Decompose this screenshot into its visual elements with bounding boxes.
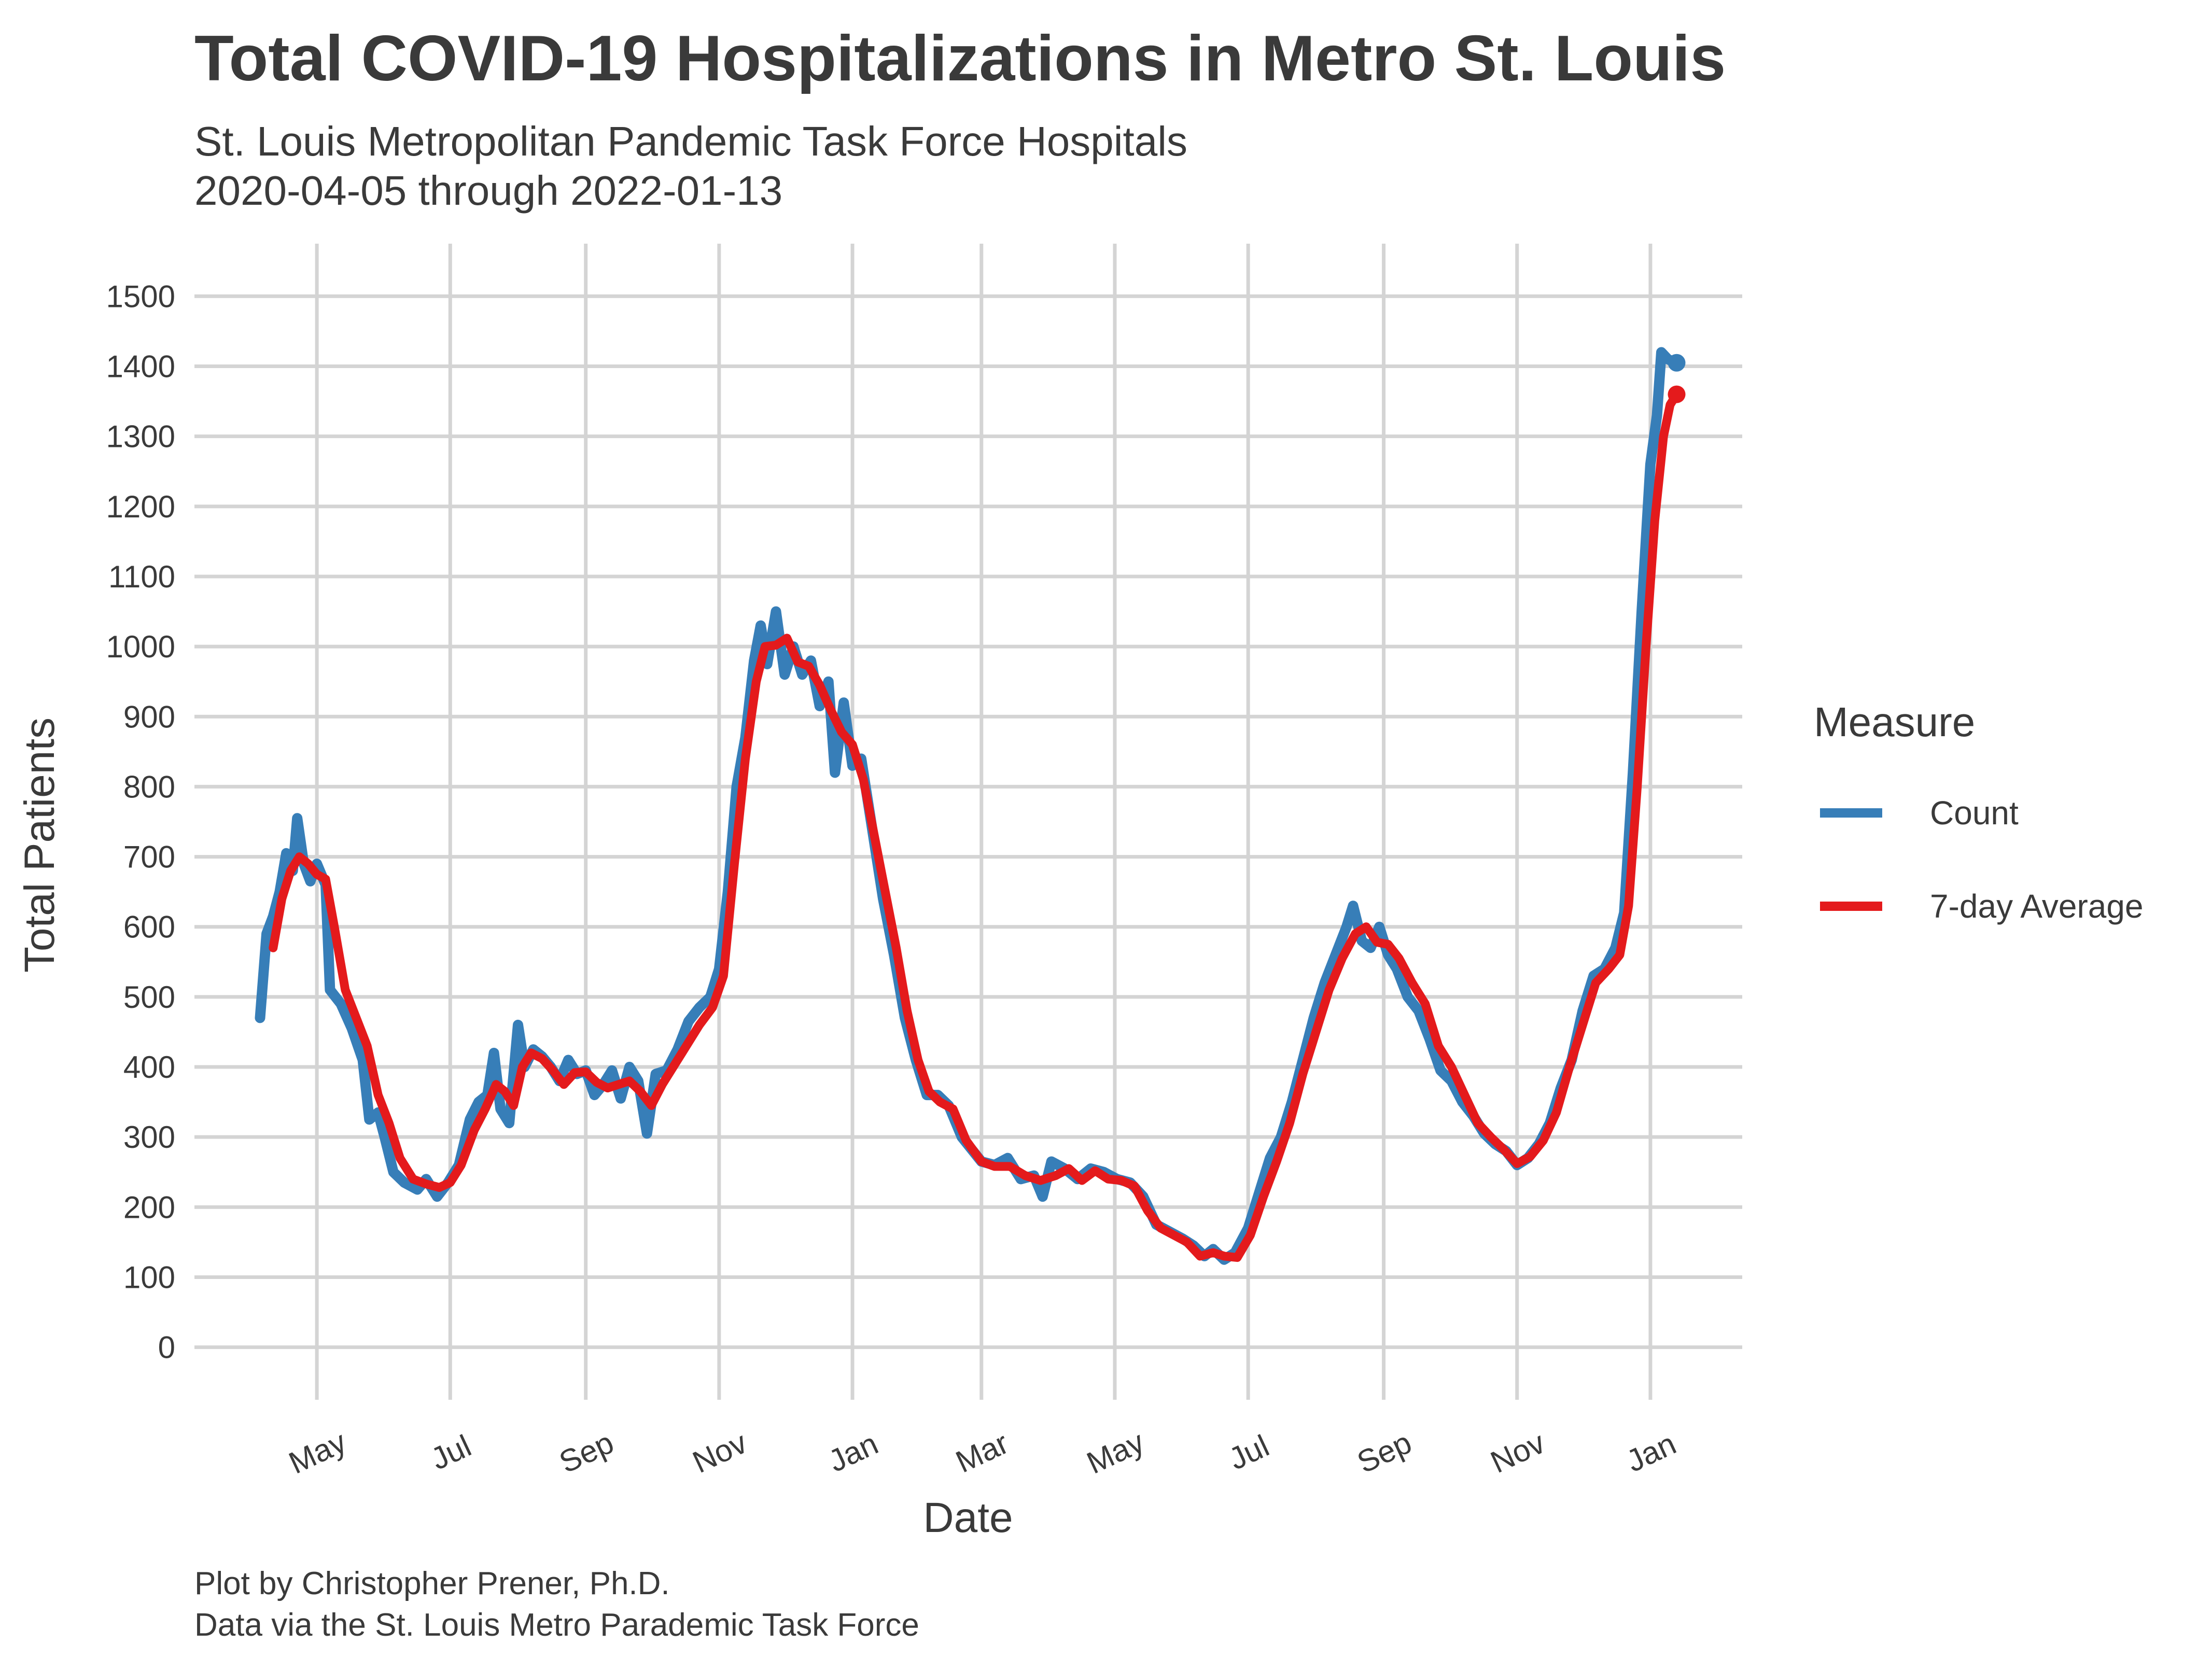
y-tick-label: 600 xyxy=(123,910,175,945)
grid-lines xyxy=(194,244,1742,1400)
y-tick-label: 700 xyxy=(123,840,175,875)
y-tick-label: 800 xyxy=(123,769,175,804)
series-line-7-day-average xyxy=(269,390,1681,1262)
series-lines xyxy=(255,347,1686,1265)
caption-line-2: Data via the St. Louis Metro Parademic T… xyxy=(194,1607,919,1643)
chart-title: Total COVID-19 Hospitalizations in Metro… xyxy=(194,23,1726,94)
y-tick-label: 1400 xyxy=(106,349,175,384)
y-tick-label: 300 xyxy=(123,1120,175,1155)
y-tick-label: 200 xyxy=(123,1190,175,1225)
y-tick-label: 1500 xyxy=(106,279,175,314)
legend-label-7-day-average: 7-day Average xyxy=(1930,888,2144,925)
y-tick-label: 400 xyxy=(123,1050,175,1085)
y-tick-label: 0 xyxy=(158,1330,175,1365)
series-endpoint-7-day-average xyxy=(1668,385,1686,403)
x-axis-title: Date xyxy=(923,1494,1013,1541)
y-tick-label: 1100 xyxy=(108,559,175,594)
chart-subtitle-line-2: 2020-04-05 through 2022-01-13 xyxy=(194,167,782,214)
caption-line-1: Plot by Christopher Prener, Ph.D. xyxy=(194,1566,670,1601)
y-tick-label: 1000 xyxy=(106,629,175,664)
y-tick-label: 900 xyxy=(123,699,175,734)
chart-subtitle-line-1: St. Louis Metropolitan Pandemic Task For… xyxy=(194,118,1187,164)
y-axis-ticks: 0 100 200 300 400 500 600 700 800 900 1000 1100 1200… xyxy=(106,279,175,1365)
y-tick-label: 500 xyxy=(123,980,175,1015)
legend-title: Measure xyxy=(1814,699,1975,745)
series-endpoint-count xyxy=(1668,354,1686,372)
legend: Measure Count 7-day Average xyxy=(1814,699,2144,925)
y-axis-title: Total Patients xyxy=(16,718,63,973)
y-tick-label: 100 xyxy=(123,1260,175,1295)
y-tick-label: 1300 xyxy=(106,419,175,454)
y-tick-label: 1200 xyxy=(106,489,175,524)
legend-label-count: Count xyxy=(1930,794,2019,832)
